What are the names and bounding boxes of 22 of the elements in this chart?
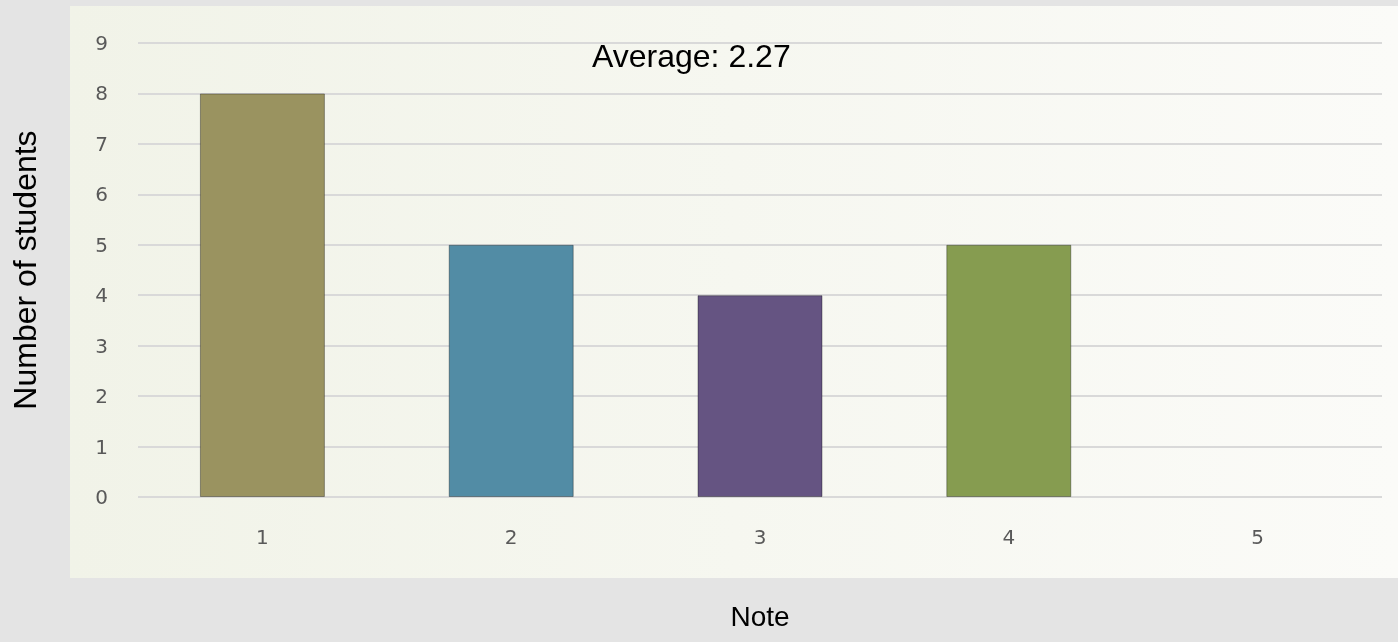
x-tick-label: 4 <box>1002 525 1016 549</box>
y-axis-title: Number of students <box>7 130 43 410</box>
x-tick-label: 3 <box>753 525 767 549</box>
y-tick-label: 0 <box>95 485 108 509</box>
y-tick-label: 5 <box>95 232 108 257</box>
y-tick-label: 4 <box>95 283 108 308</box>
x-tick-label: 5 <box>1251 525 1264 549</box>
annotation: Average: 2.27 <box>592 38 791 74</box>
bar <box>946 244 1072 497</box>
x-tick-label: 1 <box>256 525 269 549</box>
x-tick-label: 2 <box>504 525 518 549</box>
y-tick-label: 2 <box>95 384 108 409</box>
y-tick-label: 8 <box>95 81 108 106</box>
bar <box>199 93 325 497</box>
y-tick-label: 7 <box>95 131 108 156</box>
y-tick-label: 1 <box>95 434 108 459</box>
y-tick-label: 3 <box>95 333 108 358</box>
y-tick-label: 6 <box>95 182 108 207</box>
x-axis-title: Note <box>730 600 790 632</box>
y-tick-label: 9 <box>95 31 108 55</box>
bar <box>697 295 823 497</box>
bar <box>448 244 574 497</box>
